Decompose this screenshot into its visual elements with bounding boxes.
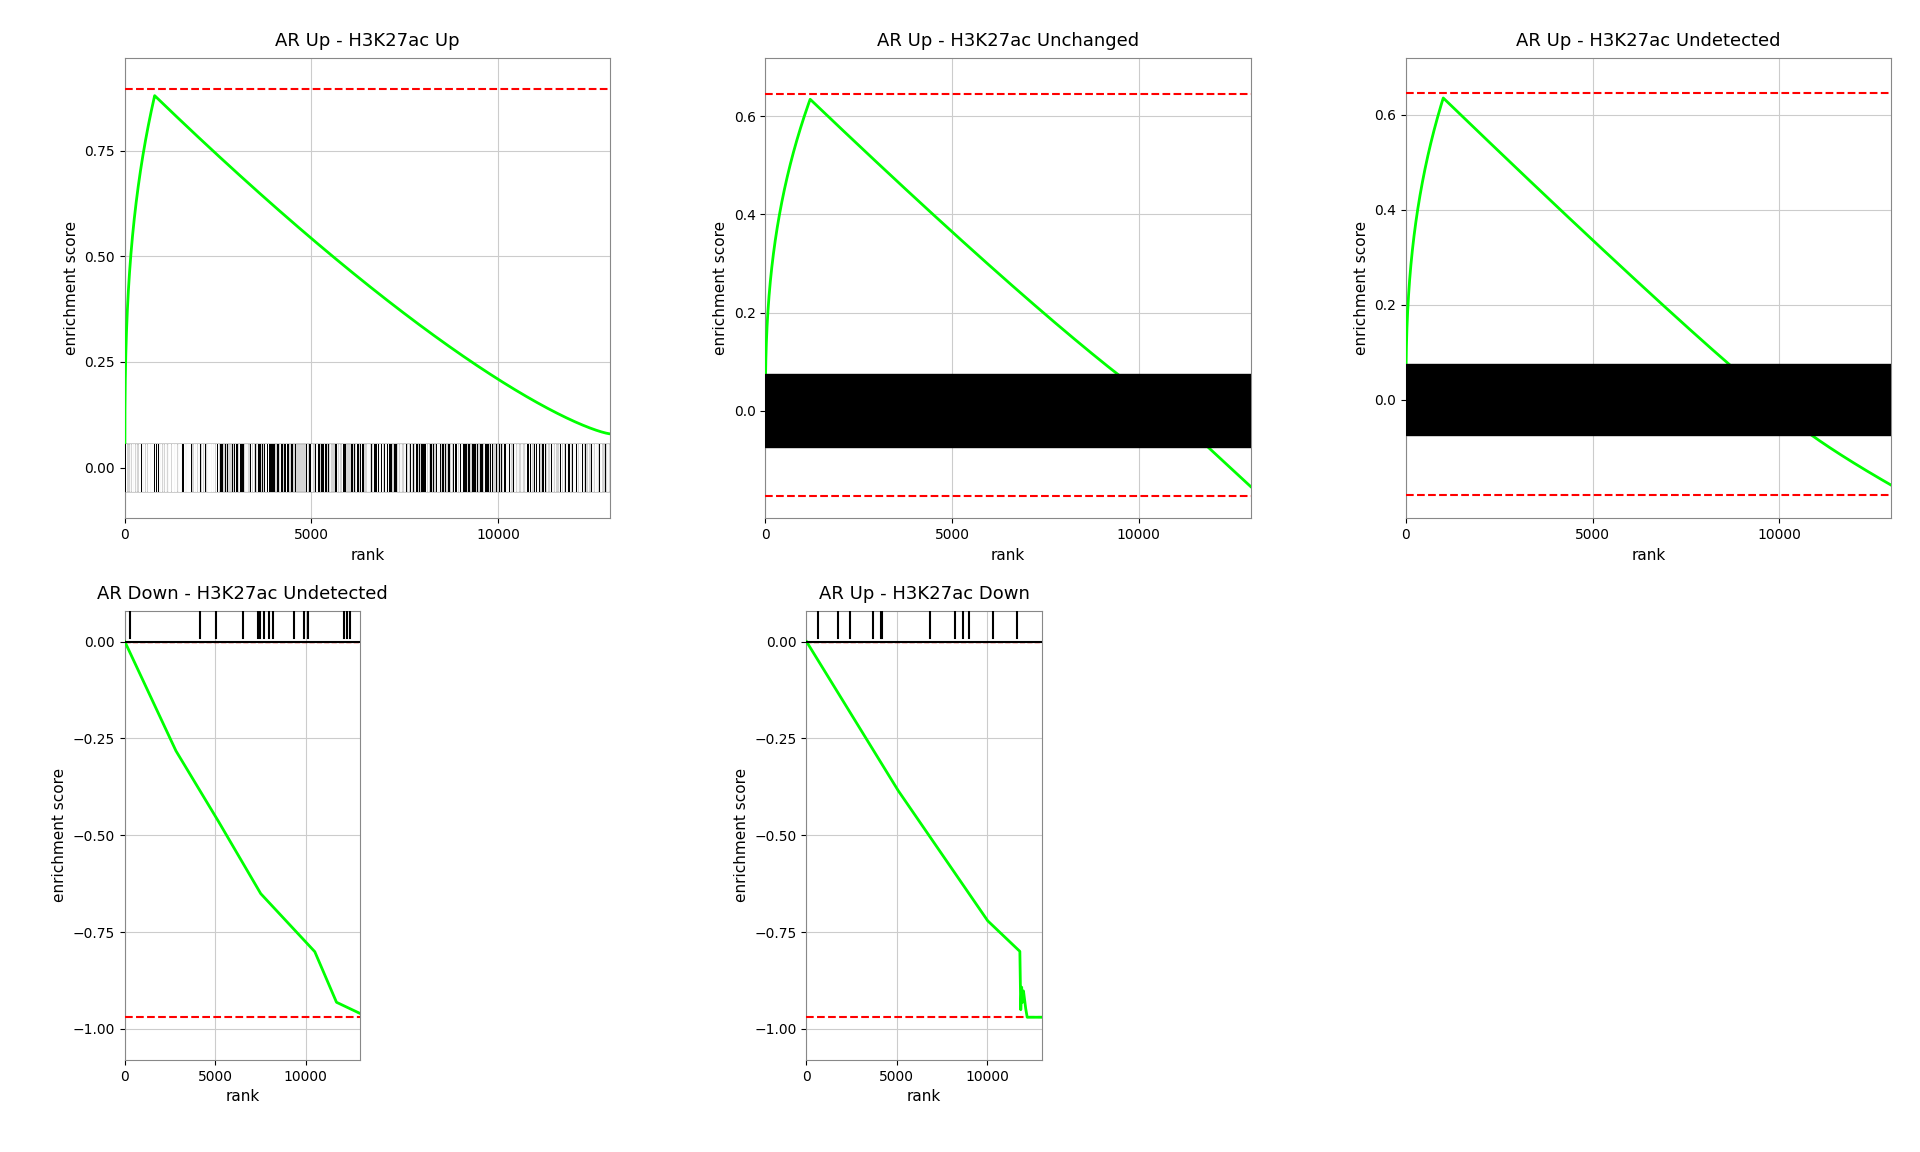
Y-axis label: enrichment score: enrichment score: [52, 768, 67, 902]
X-axis label: rank: rank: [349, 547, 384, 562]
Title: AR Up - H3K27ac Unchanged: AR Up - H3K27ac Unchanged: [877, 32, 1139, 51]
Y-axis label: enrichment score: enrichment score: [63, 221, 79, 355]
X-axis label: rank: rank: [225, 1089, 259, 1104]
Y-axis label: enrichment score: enrichment score: [712, 221, 728, 355]
X-axis label: rank: rank: [991, 547, 1025, 562]
X-axis label: rank: rank: [906, 1089, 941, 1104]
Bar: [1405, 364, 1891, 435]
Title: AR Down - H3K27ac Undetected: AR Down - H3K27ac Undetected: [96, 585, 388, 604]
X-axis label: rank: rank: [1632, 547, 1667, 562]
Title: AR Up - H3K27ac Up: AR Up - H3K27ac Up: [275, 32, 459, 51]
Y-axis label: enrichment score: enrichment score: [733, 768, 749, 902]
Bar: [766, 373, 1250, 447]
Title: AR Up - H3K27ac Down: AR Up - H3K27ac Down: [818, 585, 1029, 604]
Title: AR Up - H3K27ac Undetected: AR Up - H3K27ac Undetected: [1517, 32, 1782, 51]
Bar: [125, 445, 611, 491]
Y-axis label: enrichment score: enrichment score: [1354, 221, 1369, 355]
